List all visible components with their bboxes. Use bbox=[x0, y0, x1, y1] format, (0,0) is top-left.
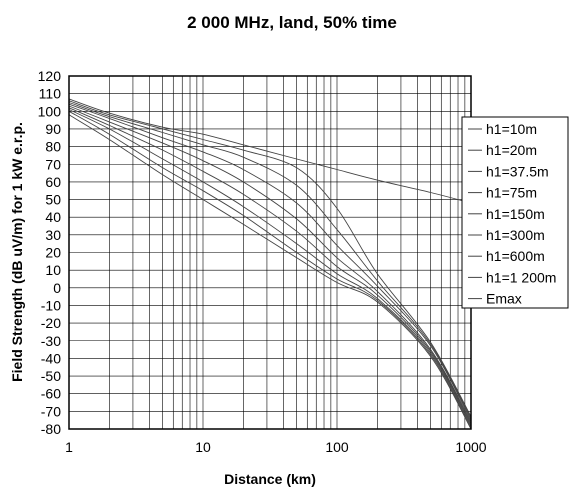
y-tick-labels: 1201101009080706050403020100-10-20-30-40… bbox=[38, 68, 62, 437]
y-tick-label: -10 bbox=[41, 297, 61, 313]
series-line-5 bbox=[68, 105, 472, 423]
series-line-9 bbox=[68, 98, 472, 204]
y-tick-label: -20 bbox=[41, 315, 61, 331]
legend-label: h1=20m bbox=[486, 142, 537, 158]
chart-title: 2 000 MHz, land, 50% time bbox=[187, 13, 397, 32]
legend-label: Emax bbox=[486, 291, 522, 307]
y-tick-label: 20 bbox=[45, 245, 61, 261]
y-tick-label: -30 bbox=[41, 333, 61, 349]
series-lines bbox=[68, 98, 472, 430]
y-tick-label: 60 bbox=[45, 174, 61, 190]
x-axis-label: Distance (km) bbox=[224, 471, 316, 487]
legend-label: h1=300m bbox=[486, 227, 545, 243]
x-tick-label: 10 bbox=[195, 439, 211, 455]
x-tick-label: 100 bbox=[325, 439, 349, 455]
series-line-3 bbox=[68, 109, 472, 426]
series-line-4 bbox=[68, 107, 472, 424]
y-tick-label: 100 bbox=[38, 103, 62, 119]
y-tick-label: -50 bbox=[41, 368, 61, 384]
y-tick-label: 90 bbox=[45, 121, 61, 137]
series-line-7 bbox=[68, 102, 472, 419]
grid bbox=[68, 75, 471, 430]
y-tick-label: -40 bbox=[41, 350, 61, 366]
y-tick-label: 40 bbox=[45, 209, 61, 225]
y-tick-label: 70 bbox=[45, 156, 61, 172]
legend-label: h1=600m bbox=[486, 248, 545, 264]
y-tick-label: 0 bbox=[53, 280, 61, 296]
y-tick-label: 30 bbox=[45, 227, 61, 243]
series-line-6 bbox=[68, 103, 472, 421]
legend-box bbox=[461, 116, 569, 309]
legend-label: h1=37.5m bbox=[486, 163, 549, 179]
y-tick-label: -80 bbox=[41, 421, 61, 437]
legend: h1=10m h1=20m h1=37.5m h1=75m h1=150m h1=300m… bbox=[461, 116, 569, 309]
y-tick-label: 80 bbox=[45, 139, 61, 155]
series-line-8 bbox=[68, 100, 472, 417]
y-tick-label: 120 bbox=[38, 68, 62, 84]
legend-label: h1=10m bbox=[486, 121, 537, 137]
legend-label: h1=75m bbox=[486, 185, 537, 201]
x-tick-label: 1000 bbox=[455, 439, 486, 455]
x-tick-label: 1 bbox=[65, 439, 73, 455]
series-line-2 bbox=[68, 110, 472, 428]
legend-label: h1=150m bbox=[486, 206, 545, 222]
series-line-1 bbox=[68, 114, 472, 430]
y-tick-label: 10 bbox=[45, 262, 61, 278]
y-tick-label: 50 bbox=[45, 192, 61, 208]
y-axis-label: Field Strength (dB uV/m) for 1 kW e.r.p. bbox=[9, 122, 25, 382]
x-tick-labels: 1 10 100 1000 bbox=[65, 439, 487, 455]
legend-label: h1=1 200m bbox=[486, 269, 556, 285]
y-tick-label: -70 bbox=[41, 403, 61, 419]
y-tick-label: 110 bbox=[39, 86, 62, 102]
y-tick-label: -60 bbox=[41, 386, 61, 402]
